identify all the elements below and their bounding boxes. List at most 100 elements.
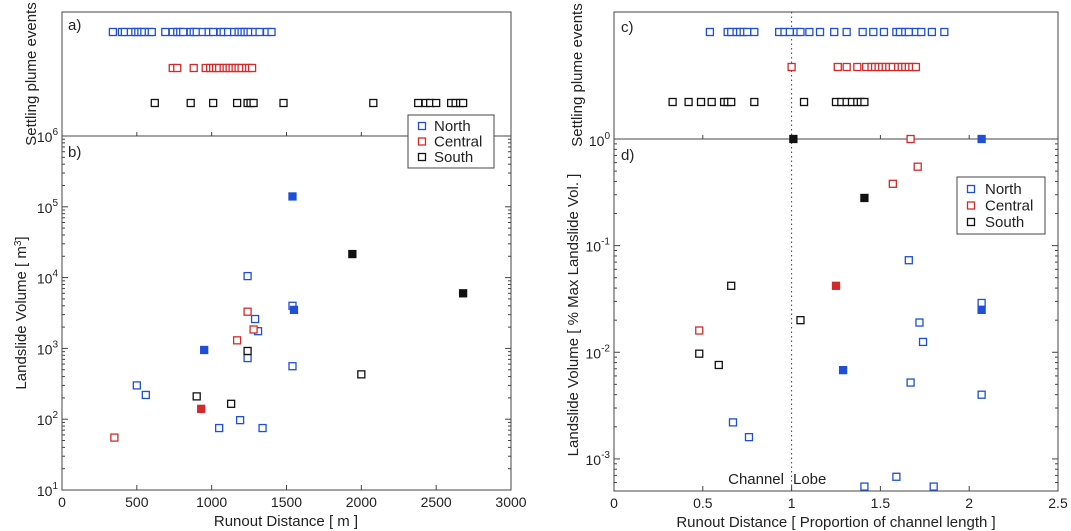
- panel-b-point-south: [226, 399, 236, 408]
- panel-d-legend-label: North: [985, 181, 1022, 198]
- panel-d-point-central: [913, 162, 922, 171]
- panel-b-ytick-label-exp: 4: [52, 269, 58, 280]
- panel-d-ytick-label-exp: -3: [601, 450, 610, 461]
- panel-c-event-central: [787, 62, 796, 72]
- panel-c-event-north: [815, 27, 825, 37]
- panel-b-point-central: [197, 404, 206, 414]
- panel-b-ytick-label-exp: 5: [52, 198, 58, 209]
- panel-c-event-central: [842, 62, 851, 72]
- panel-c-event-north: [940, 27, 949, 37]
- panel-a-event-south: [279, 98, 288, 108]
- panel-b-xtick-label: 2000: [346, 494, 377, 510]
- panel-c-event-south: [799, 97, 809, 107]
- panel-a-event-north: [161, 27, 170, 37]
- panel-d-ytick-label-base: 10: [586, 345, 602, 361]
- panel-b-xtick-label: 2500: [421, 494, 452, 510]
- panel-a-event-north: [255, 27, 264, 37]
- panel-b-point-south: [357, 370, 366, 379]
- panel-b-point-north: [288, 362, 297, 371]
- panel-b-legend-label: South: [434, 149, 473, 166]
- panel-d-point-north: [838, 365, 848, 375]
- panel-a-label: a): [68, 17, 81, 34]
- panel-c-event-north: [805, 27, 814, 37]
- panel-d-point-central: [831, 281, 841, 290]
- panel-c-event-north: [785, 27, 794, 37]
- panel-b-point-north: [250, 314, 260, 324]
- panel-b-ytick-label: 103: [37, 339, 59, 357]
- panel-d-ytick-label-exp: -2: [601, 343, 610, 354]
- panel-c-event-south: [684, 97, 693, 107]
- panel-c-event-south: [727, 97, 736, 107]
- panel-d-point-north: [860, 482, 869, 491]
- panel-b-ytick-label: 102: [37, 410, 59, 428]
- panel-d-point-north: [918, 337, 928, 347]
- panel-d-xtick-label: 2: [965, 495, 973, 511]
- panel-d-point-south: [695, 349, 704, 358]
- panel-a-event-south: [186, 98, 195, 108]
- panel-c-event-south: [707, 97, 716, 107]
- panel-b-point-north: [289, 305, 299, 315]
- panel-d-legend-marker: [966, 184, 976, 194]
- panel-d-point-central: [888, 179, 897, 188]
- panel-d-point-north: [915, 318, 924, 327]
- panel-b-point-central: [232, 336, 242, 345]
- panel-a-event-south: [232, 98, 242, 108]
- panel-c-event-north: [750, 27, 759, 37]
- panel-d-ytick-label-top-exp: 0: [604, 131, 610, 142]
- panel-d-ytick-label-base: 10: [586, 239, 602, 255]
- panel-b-ylabel-exp: 3: [13, 240, 24, 246]
- panel-d-legend-label: South: [985, 214, 1024, 231]
- panel-b-ytick-label-exp: 3: [52, 339, 58, 350]
- panel-b-ytick-label: 104: [37, 269, 59, 287]
- panel-d-label: d): [621, 147, 634, 164]
- panel-c-event-north: [842, 27, 851, 37]
- chart-marks: 0 500 1000 1500 2000 2500 30001011021031041051…: [37, 12, 1068, 511]
- panel-b-label: b): [68, 144, 81, 161]
- panel-c-event-north: [705, 27, 715, 37]
- panel-b-point-south: [243, 346, 252, 356]
- panel-d-xtick-label: 0: [610, 495, 618, 511]
- panel-b-point-north: [243, 271, 252, 281]
- panel-b-legend-label: North: [434, 118, 471, 135]
- panel-a-event-central: [189, 63, 198, 73]
- panel-b-point-south: [348, 249, 357, 259]
- panel-a-event-north: [108, 27, 118, 37]
- panel-b-point-north: [141, 390, 150, 400]
- panel-d-xtick-label: 0.5: [693, 495, 713, 511]
- panel-d-ytick-label: 10-2: [586, 343, 611, 361]
- panel-d-point-north: [977, 298, 986, 308]
- panel-b-ytick-label: 105: [37, 198, 59, 216]
- panel-b-ylabel-end: ]: [13, 236, 30, 240]
- panel-b-point-central: [249, 325, 258, 334]
- panel-a-event-central: [173, 63, 182, 73]
- panel-b-frame: [61, 135, 512, 491]
- panel-a-event-south: [209, 98, 218, 108]
- channel-annotation: Channel: [728, 471, 784, 488]
- panel-d-point-north: [977, 134, 986, 144]
- panel-d-ytick-label: 10-3: [586, 450, 611, 468]
- panel-c-event-north: [927, 27, 937, 37]
- panel-c-event-north: [858, 27, 867, 37]
- panel-c-event-north: [743, 27, 752, 37]
- panel-c-event-south: [750, 97, 759, 107]
- panel-b-xtick-label: 1000: [196, 494, 227, 510]
- panel-b-legend-marker: [417, 137, 427, 146]
- panel-b-ytick-label-exp: 2: [52, 410, 58, 421]
- panel-b-ytick-label-base: 10: [37, 271, 53, 287]
- panel-d-point-south: [714, 360, 723, 370]
- panel-b-xtick-label: 3000: [495, 494, 526, 510]
- panel-b-legend-marker: [417, 152, 427, 162]
- panel-b-xtick-label: 500: [125, 494, 149, 510]
- panel-b-point-north: [288, 192, 297, 201]
- panel-b-point-south: [192, 392, 201, 401]
- panel-b-point-north: [132, 381, 141, 390]
- panel-b-ytick-label-base: 10: [37, 129, 53, 145]
- panel-a-event-south: [150, 98, 159, 108]
- panel-d-point-central: [906, 134, 915, 144]
- panel-d-xtick-label: 1: [788, 495, 796, 511]
- panel-d-ytick-label-top: 100: [589, 131, 611, 149]
- panel-c-event-central: [833, 62, 842, 72]
- panel-b-point-central: [243, 307, 252, 316]
- panel-d-point-south: [789, 134, 798, 144]
